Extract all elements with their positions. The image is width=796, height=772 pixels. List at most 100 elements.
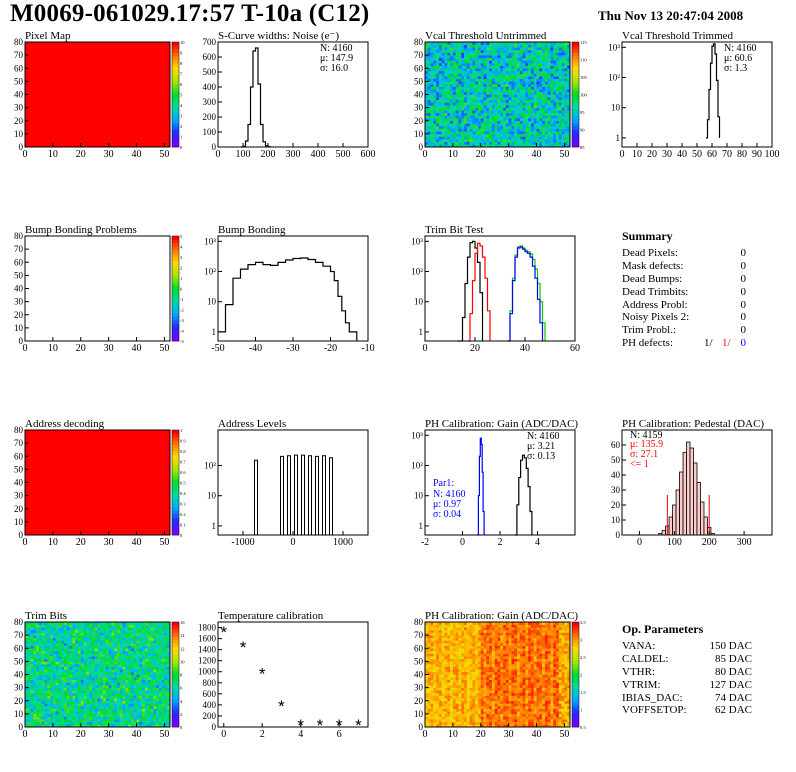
- heatmap-cell: [427, 81, 431, 85]
- heatmap-11: [25, 621, 180, 728]
- y-tick-label: 20: [611, 500, 621, 510]
- heatmap-cell: [30, 627, 34, 631]
- heatmap-cell: [61, 692, 65, 696]
- heatmap-cell: [119, 656, 123, 660]
- heatmap-cell: [41, 724, 45, 728]
- heatmap-cell: [156, 669, 160, 673]
- heatmap-cell: [452, 123, 456, 127]
- scatter-point: *: [278, 697, 285, 716]
- colorbar-cell: [172, 514, 179, 518]
- heatmap-cell: [500, 139, 504, 143]
- heatmap-cell: [497, 136, 501, 140]
- heatmap-cell: [483, 76, 487, 80]
- heatmap-cell: [25, 658, 29, 662]
- heatmap-cell: [103, 703, 107, 707]
- heatmap-cell: [30, 695, 34, 699]
- heatmap-cell: [161, 692, 165, 696]
- heatmap-cell: [436, 107, 440, 111]
- heatmap-cell: [528, 144, 532, 148]
- heatmap-cell: [452, 73, 456, 77]
- heatmap-cell: [80, 669, 84, 673]
- heatmap-cell: [514, 97, 518, 101]
- heatmap-cell: [425, 128, 429, 132]
- heatmap-cell: [52, 724, 56, 728]
- heatmap-cell: [564, 84, 568, 87]
- heatmap-cell: [558, 78, 562, 82]
- heatmap-cell: [156, 674, 160, 678]
- heatmap-cell: [25, 719, 29, 723]
- heatmap-cell: [461, 68, 465, 72]
- heatmap-cell: [52, 661, 56, 665]
- heatmap-cell: [130, 669, 135, 673]
- heatmap-cell: [89, 708, 93, 712]
- heatmap-cell: [61, 664, 65, 667]
- heatmap-cell: [41, 643, 45, 646]
- heatmap-cell: [133, 627, 137, 631]
- heatmap-cell: [33, 629, 37, 633]
- heatmap-cell: [100, 656, 104, 660]
- colorbar-frame: [171, 41, 180, 148]
- heatmap-cell: [52, 719, 56, 723]
- heatmap-cell: [436, 78, 440, 82]
- heatmap-cell: [542, 123, 546, 127]
- heatmap-cell: [464, 102, 468, 106]
- heatmap-cell: [519, 44, 523, 48]
- heatmap-cell: [469, 131, 473, 135]
- heatmap-cell: [64, 629, 68, 633]
- stats-line: μ: 147.9: [320, 53, 353, 64]
- heatmap-cell: [530, 126, 535, 129]
- heatmap-cell: [550, 73, 554, 77]
- heatmap-cell: [556, 86, 560, 90]
- heatmap-cell: [33, 635, 37, 639]
- heatmap-cell: [436, 118, 440, 122]
- heatmap-cell: [25, 656, 29, 660]
- hist-series: [507, 245, 546, 342]
- heatmap-cell: [458, 86, 462, 90]
- heatmap-cell: [469, 73, 473, 77]
- heatmap-cell: [525, 86, 529, 90]
- heatmap-cell: [530, 68, 535, 72]
- heatmap-cell: [430, 63, 434, 66]
- heatmap-cell: [117, 656, 121, 660]
- heatmap-cell: [139, 669, 143, 673]
- heatmap-cell: [497, 128, 501, 132]
- heatmap-cell: [114, 627, 118, 631]
- heatmap-cell: [108, 627, 112, 631]
- heatmap-cell: [450, 133, 454, 137]
- heatmap-cell: [427, 47, 431, 51]
- heatmap-cell: [441, 120, 445, 124]
- heatmap-cell: [80, 645, 84, 649]
- heatmap-cell: [427, 84, 431, 87]
- heatmap-cell: [147, 692, 151, 696]
- heatmap-cell: [25, 664, 29, 667]
- heatmap-cell: [55, 629, 59, 633]
- heatmap-cell: [514, 60, 518, 64]
- heatmap-cell: [522, 112, 526, 116]
- heatmap-cell: [77, 719, 82, 723]
- heatmap-cell: [558, 76, 562, 80]
- heatmap-cell: [539, 102, 543, 106]
- heatmap-cell: [75, 624, 79, 628]
- heatmap-cell: [525, 65, 529, 69]
- heatmap-cell: [142, 650, 146, 654]
- heatmap-cell: [503, 115, 507, 119]
- stats-line: N: 4160: [527, 431, 560, 442]
- heatmap-cell: [517, 57, 521, 61]
- heatmap-cell: [539, 118, 543, 122]
- heatmap-cell: [94, 674, 98, 678]
- heatmap-cell: [436, 133, 440, 137]
- heatmap-cell: [500, 49, 504, 53]
- heatmap-cell: [475, 144, 479, 148]
- heatmap-cell: [133, 645, 137, 649]
- heatmap-cell: [153, 643, 157, 646]
- heatmap-cell: [475, 133, 479, 137]
- heatmap-cell: [75, 719, 79, 723]
- heatmap-cell: [508, 52, 512, 56]
- heatmap-cell: [500, 128, 504, 132]
- colorbar-cell: [172, 639, 179, 644]
- heatmap-cell: [477, 44, 482, 48]
- heatmap-cell: [497, 118, 501, 122]
- heatmap-cell: [36, 666, 40, 670]
- heatmap-cell: [556, 55, 560, 59]
- heatmap-cell: [97, 713, 101, 717]
